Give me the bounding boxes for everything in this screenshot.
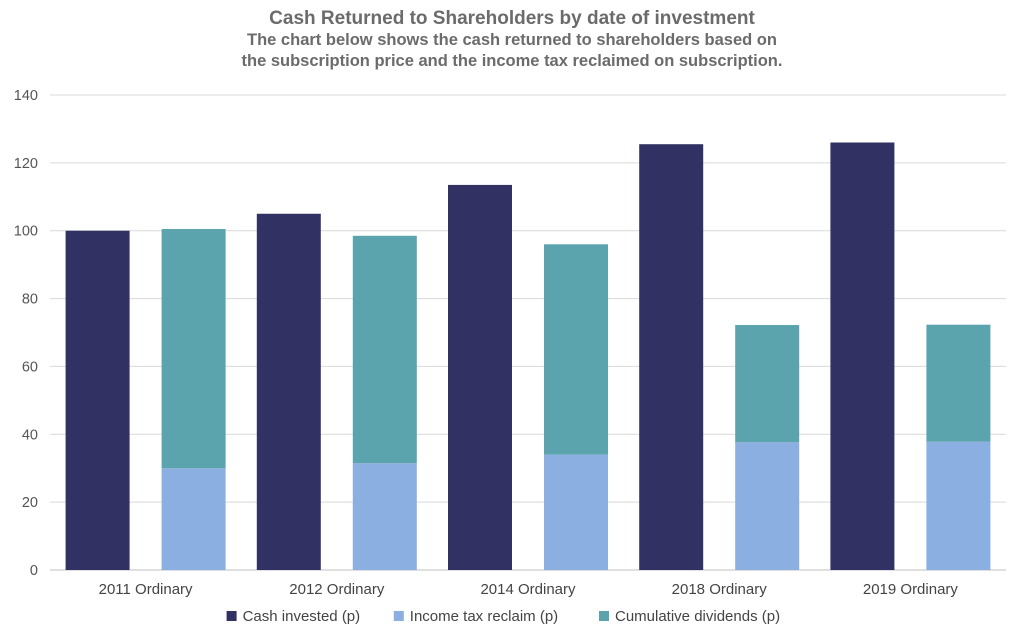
bar-cash-invested-p-2011-ordinary (65, 230, 130, 570)
legend-label-income-tax-reclaim-p: Income tax reclaim (p) (410, 608, 558, 625)
y-tick-label-140: 140 (14, 88, 38, 104)
x-tick-label-2018-ordinary: 2018 Ordinary (672, 581, 768, 598)
y-tick-label-100: 100 (14, 224, 38, 240)
chart-title: Cash Returned to Shareholders by date of… (269, 8, 755, 29)
y-tick-label-80: 80 (22, 292, 38, 308)
y-tick-label-0: 0 (30, 563, 38, 579)
bar-income-tax-reclaim-p-2018-ordinary (735, 442, 800, 570)
x-tick-label-2011-ordinary: 2011 Ordinary (99, 581, 193, 598)
y-tick-label-60: 60 (22, 359, 38, 375)
bar-income-tax-reclaim-p-2014-ordinary (544, 454, 608, 570)
y-tick-label-120: 120 (14, 156, 38, 172)
bar-cumulative-dividends-p-2019-ordinary (926, 324, 991, 442)
x-tick-label-2019-ordinary: 2019 Ordinary (863, 581, 959, 598)
bar-cash-invested-p-2012-ordinary (256, 213, 321, 570)
bar-cash-invested-p-2018-ordinary (639, 144, 704, 571)
bar-cumulative-dividends-p-2014-ordinary (544, 244, 608, 455)
chart-title-block: Cash Returned to Shareholders by date of… (0, 8, 1024, 72)
bar-income-tax-reclaim-p-2011-ordinary (161, 468, 226, 570)
chart-subtitle-line-1: The chart below shows the cash returned … (247, 31, 777, 49)
y-tick-label-40: 40 (22, 427, 38, 443)
legend-swatch-income-tax-reclaim-p (393, 611, 404, 621)
legend-label-cash-invested-p: Cash invested (p) (243, 608, 361, 625)
bar-cumulative-dividends-p-2011-ordinary (161, 229, 226, 469)
x-tick-label-2012-ordinary: 2012 Ordinary (289, 581, 385, 598)
x-tick-label-2014-ordinary: 2014 Ordinary (480, 581, 576, 598)
y-tick-label-20: 20 (22, 495, 38, 511)
bar-cumulative-dividends-p-2012-ordinary (352, 235, 417, 464)
bar-cash-invested-p-2019-ordinary (830, 142, 895, 570)
bar-cumulative-dividends-p-2018-ordinary (735, 325, 800, 443)
legend-label-cumulative-dividends-p: Cumulative dividends (p) (615, 608, 780, 625)
bar-cash-invested-p-2014-ordinary (448, 184, 512, 571)
bar-income-tax-reclaim-p-2012-ordinary (352, 463, 417, 570)
legend-swatch-cumulative-dividends-p (599, 611, 609, 621)
chart-subtitle-line-2: the subscription price and the income ta… (241, 52, 783, 70)
bar-income-tax-reclaim-p-2019-ordinary (926, 441, 991, 570)
legend-swatch-cash-invested-p (226, 611, 237, 621)
